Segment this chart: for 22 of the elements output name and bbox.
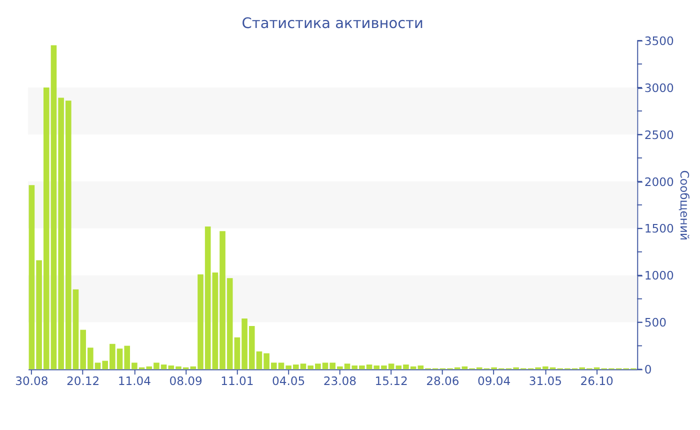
x-tick-label: 20.12 [66,374,100,388]
y-tick-label: 2000 [644,174,674,189]
y-tick-label: 1000 [644,268,674,283]
x-tick-label: 30.08 [15,374,48,388]
y-tick-label: 3000 [644,80,674,95]
y-tick-label: 2500 [644,128,674,142]
y-axis-title: Сообщений [678,170,692,240]
x-tick-label: 15.12 [374,374,408,388]
x-tick-label: 31.05 [528,374,562,388]
x-tick-label: 08.09 [169,374,202,388]
y-tick-label: 3500 [644,34,674,48]
x-tick-label: 04.05 [272,374,306,388]
x-tick-label: 11.01 [220,374,254,388]
x-tick-label: 23.08 [323,374,357,388]
x-tick-label: 28.06 [426,374,460,388]
x-tick-label: 11.04 [118,374,152,388]
chart-title: Статистика активности [242,16,424,32]
y-tick-label: 1500 [644,222,674,236]
x-tick-label: 26.10 [580,374,614,388]
y-tick-label: 0 [644,362,652,377]
y-tick-label: 500 [644,316,667,330]
x-tick-label: 09.04 [477,374,511,388]
